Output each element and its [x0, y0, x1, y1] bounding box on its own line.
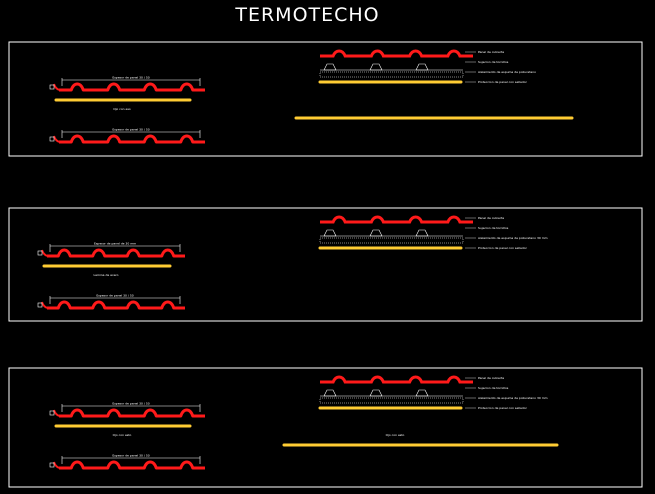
panel-1-section-label-1: Panel de cubierta	[478, 50, 504, 54]
panel-3-sheet2-hook	[53, 461, 60, 469]
panel-2-sheet1	[47, 248, 185, 258]
panel-2-support-3	[415, 229, 429, 237]
panel-3-foam-band	[319, 397, 464, 404]
panel-2-frame	[8, 207, 643, 322]
panel-3-sheet1-hook	[53, 409, 60, 417]
panel-3-support-1	[323, 389, 337, 397]
panel-2-section-label-3: Aislamiento de espuma de poliuretano 30 …	[478, 236, 548, 240]
panel-3-support-2	[369, 389, 383, 397]
panel-3-sheet1-note: Ojo con esto	[113, 433, 132, 437]
panel-3-sheet2-tag	[49, 462, 55, 468]
panel-1-sheet2-dim-label: Espesor de panel 30 / 50	[112, 128, 149, 132]
page-title: TERMOTECHO	[235, 4, 380, 26]
panel-3-bottom-note: Ojo con esto	[386, 433, 405, 437]
panel-1-support-1	[323, 63, 337, 71]
panel-2-sheet2-hook	[41, 301, 48, 309]
panel-2-sheet2	[47, 300, 185, 310]
panel-1-sheet1-note: Ojo con eso	[113, 107, 131, 111]
panel-3-sheet1	[59, 408, 205, 418]
panel-2-section-sheet	[320, 215, 473, 224]
panel-3-sheet1-tag	[49, 410, 55, 416]
panel-1-section-label-2: Sujecion de tornillos	[478, 60, 509, 64]
panel-3-section-label-3: Aislamiento de espuma de poliuretano 30 …	[478, 396, 548, 400]
panel-1-support-2	[369, 63, 383, 71]
panel-1-section-label-3: Aislamiento de espuma de poliuretano	[478, 70, 536, 74]
panel-2-sheet1-hook	[41, 249, 48, 257]
panel-3-sheet2	[59, 460, 205, 470]
panel-3-sheet2-dim-label: Espesor de panel 30 / 50	[112, 454, 149, 458]
panel-2-sheet2-dim-label: Espesor de panel 30 / 50	[96, 294, 133, 298]
panel-2-section-label-2: Sujecion de tornillos	[478, 226, 509, 230]
panel-2-foam-band	[319, 237, 464, 244]
panel-1-sheet1-dim-label: Espesor de panel 30 / 50	[112, 76, 149, 80]
panel-2-section-label-1: Panel de cubierta	[478, 216, 504, 220]
panel-3-section-label-4: Proteccion de panel con sellador	[478, 406, 528, 410]
panel-2-support-1	[323, 229, 337, 237]
panel-1-sheet1-hook	[53, 83, 60, 91]
panel-2-sheet2-tag	[37, 302, 43, 308]
panel-2-sheet1-dim-label: Espesor de panel de 30 mm	[94, 242, 136, 246]
panel-3-section-label-2: Sujecion de tornillos	[478, 386, 509, 390]
panel-1-sheet2-hook	[53, 135, 60, 143]
panel-3-frame	[8, 367, 643, 488]
panel-1-sheet2-tag	[49, 136, 55, 142]
panel-3-sheet1-dim-label: Espesor de panel 30 / 50	[112, 402, 149, 406]
panel-1-frame	[8, 41, 643, 157]
panel-3-support-3	[415, 389, 429, 397]
panel-1-sheet1-tag	[49, 84, 55, 90]
panel-1-foam-band	[319, 71, 464, 78]
panel-1-sheet1	[59, 82, 205, 92]
panel-2-sheet1-tag	[37, 250, 43, 256]
panel-3-section-label-1: Panel de cubierta	[478, 376, 504, 380]
panel-2-support-2	[369, 229, 383, 237]
panel-1-support-3	[415, 63, 429, 71]
panel-1-section-sheet	[320, 49, 473, 58]
panel-1-section-label-4: Proteccion de panel con sellador	[478, 80, 528, 84]
panel-2-section-label-4: Proteccion de panel con sellador	[478, 246, 528, 250]
panel-2-sheet1-note: Lamina de acero	[94, 273, 119, 277]
panel-3-section-sheet	[320, 375, 473, 384]
panel-1-sheet2	[59, 134, 205, 144]
